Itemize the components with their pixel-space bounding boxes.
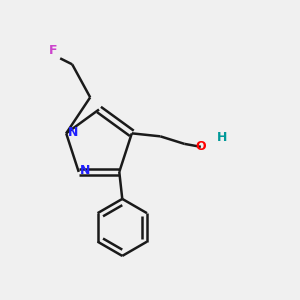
Text: O: O — [196, 140, 206, 153]
Text: N: N — [68, 126, 78, 139]
Text: N: N — [80, 164, 91, 177]
Text: F: F — [48, 44, 57, 57]
Text: H: H — [217, 131, 227, 144]
